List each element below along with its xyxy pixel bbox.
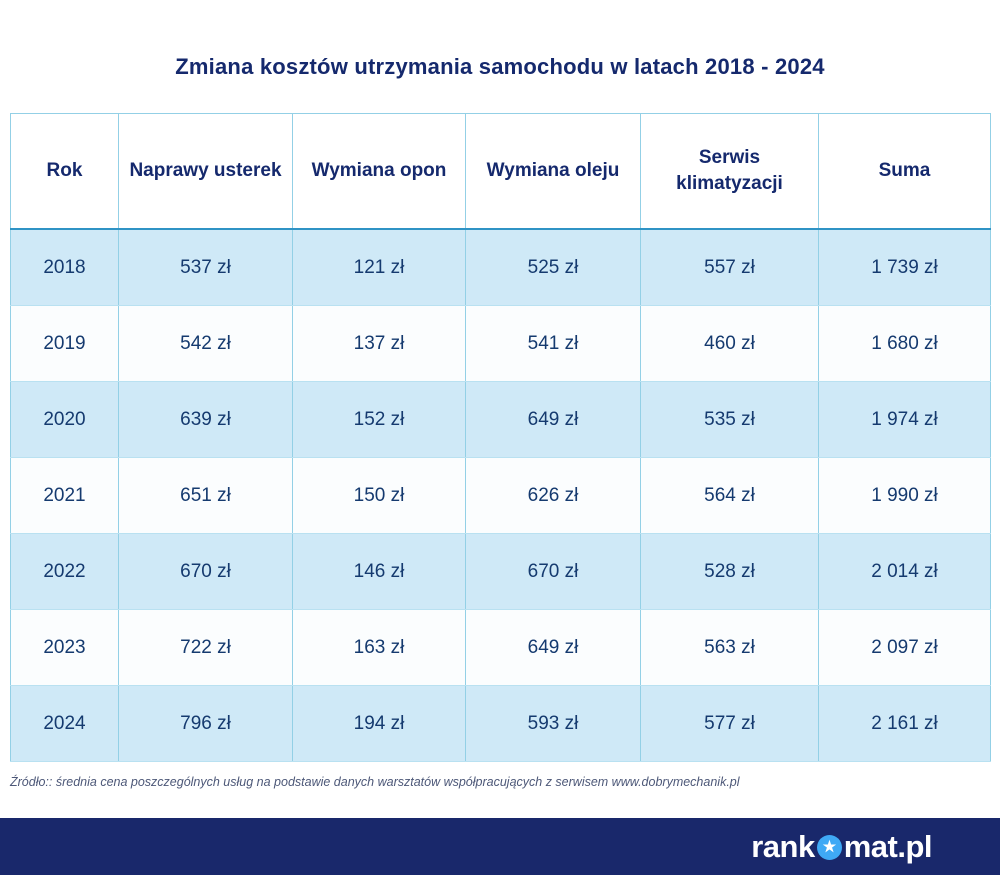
cell-value: 722 zł <box>118 609 293 686</box>
table-row-2024: 2024 796 zł 194 zł 593 zł 577 zł 2 161 z… <box>10 685 991 762</box>
table-row-2020: 2020 639 zł 152 zł 649 zł 535 zł 1 974 z… <box>10 381 991 458</box>
cell-year: 2021 <box>10 457 119 534</box>
cell-value: 639 zł <box>118 381 293 458</box>
cell-value: 626 zł <box>465 457 641 534</box>
table-row-2018: 2018 537 zł 121 zł 525 zł 557 zł 1 739 z… <box>10 228 991 306</box>
cell-sum: 1 739 zł <box>818 228 991 306</box>
cell-value: 670 zł <box>118 533 293 610</box>
cell-value: 564 zł <box>640 457 819 534</box>
cell-sum: 1 990 zł <box>818 457 991 534</box>
cell-value: 557 zł <box>640 228 819 306</box>
cell-value: 593 zł <box>465 685 641 762</box>
cell-value: 535 zł <box>640 381 819 458</box>
column-header-naprawy-usterek: Naprawy usterek <box>118 113 293 230</box>
cell-sum: 2 097 zł <box>818 609 991 686</box>
column-header-serwis-klimatyzacji: Serwis klimatyzacji <box>640 113 819 230</box>
cell-value: 121 zł <box>292 228 466 306</box>
cell-value: 152 zł <box>292 381 466 458</box>
cell-year: 2018 <box>10 228 119 306</box>
cost-table: Rok Naprawy usterek Wymiana opon Wymiana… <box>10 113 991 762</box>
page-title: Zmiana kosztów utrzymania samochodu w la… <box>175 54 825 79</box>
logo-star-circle: ★ <box>816 835 842 860</box>
cell-value: 563 zł <box>640 609 819 686</box>
star-icon: ★ <box>822 838 836 856</box>
header-row: Rok Naprawy usterek Wymiana opon Wymiana… <box>10 113 991 230</box>
table-row-2022: 2022 670 zł 146 zł 670 zł 528 zł 2 014 z… <box>10 533 991 610</box>
cell-value: 194 zł <box>292 685 466 762</box>
cell-value: 146 zł <box>292 533 466 610</box>
cell-value: 537 zł <box>118 228 293 306</box>
cell-year: 2019 <box>10 305 119 382</box>
cell-value: 796 zł <box>118 685 293 762</box>
table-row-2019: 2019 542 zł 137 zł 541 zł 460 zł 1 680 z… <box>10 305 991 382</box>
cell-value: 651 zł <box>118 457 293 534</box>
cell-value: 137 zł <box>292 305 466 382</box>
footer-bar: rank ★ mat.pl <box>0 818 1000 875</box>
cell-year: 2023 <box>10 609 119 686</box>
cell-value: 150 zł <box>292 457 466 534</box>
cell-sum: 1 974 zł <box>818 381 991 458</box>
table-row-2023: 2023 722 zł 163 zł 649 zł 563 zł 2 097 z… <box>10 609 991 686</box>
logo-text-post: mat.pl <box>843 829 933 864</box>
cell-sum: 1 680 zł <box>818 305 991 382</box>
column-header-wymiana-opon: Wymiana opon <box>292 113 466 230</box>
column-header-rok: Rok <box>10 113 119 230</box>
cell-value: 649 zł <box>465 381 641 458</box>
column-header-suma: Suma <box>818 113 991 230</box>
cell-sum: 2 014 zł <box>818 533 991 610</box>
cell-year: 2020 <box>10 381 119 458</box>
logo-text-pre: rank <box>751 829 815 864</box>
cell-year: 2022 <box>10 533 119 610</box>
cell-value: 542 zł <box>118 305 293 382</box>
cell-value: 163 zł <box>292 609 466 686</box>
source-note: Źródło:: średnia cena poszczególnych usł… <box>10 775 740 789</box>
cell-value: 649 zł <box>465 609 641 686</box>
rankomat-logo: rank ★ mat.pl <box>751 831 932 862</box>
cell-value: 525 zł <box>465 228 641 306</box>
cell-value: 528 zł <box>640 533 819 610</box>
cell-value: 670 zł <box>465 533 641 610</box>
table-row-2021: 2021 651 zł 150 zł 626 zł 564 zł 1 990 z… <box>10 457 991 534</box>
column-header-wymiana-oleju: Wymiana oleju <box>465 113 641 230</box>
cell-value: 460 zł <box>640 305 819 382</box>
cell-value: 577 zł <box>640 685 819 762</box>
cell-value: 541 zł <box>465 305 641 382</box>
cell-sum: 2 161 zł <box>818 685 991 762</box>
cell-year: 2024 <box>10 685 119 762</box>
